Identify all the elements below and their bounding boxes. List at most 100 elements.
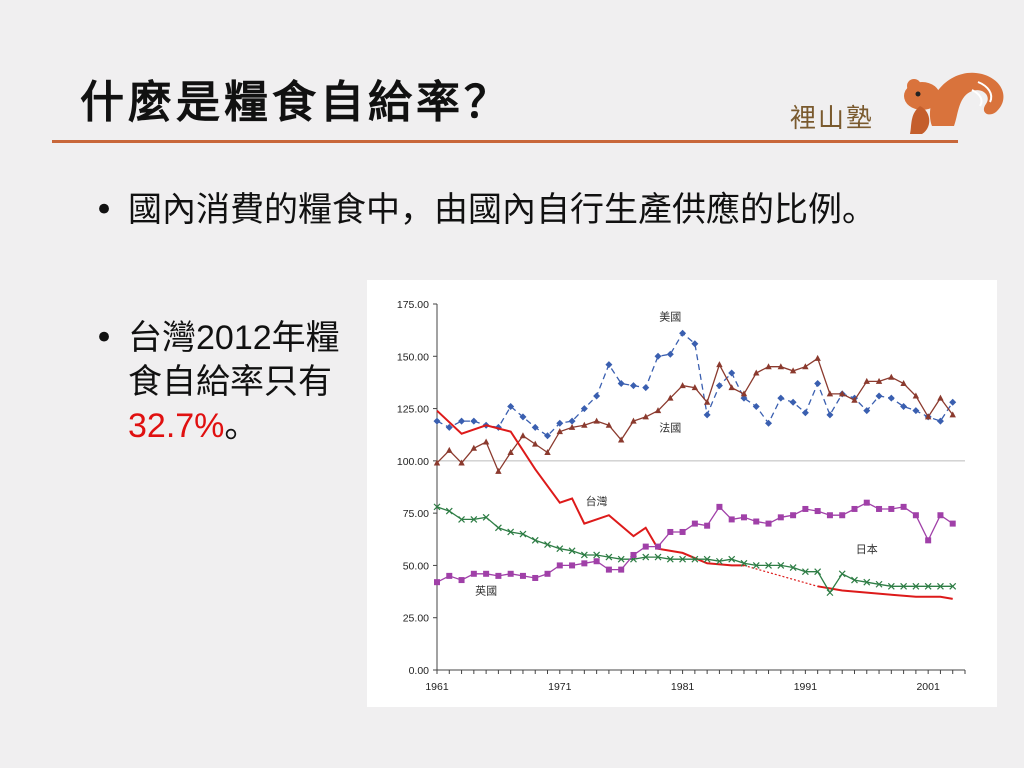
data-point xyxy=(532,440,539,447)
data-point xyxy=(495,467,502,474)
data-point xyxy=(556,562,563,569)
data-point xyxy=(483,570,490,577)
data-point xyxy=(740,390,748,397)
data-point xyxy=(765,419,773,427)
data-point xyxy=(949,582,957,590)
data-point xyxy=(900,582,908,590)
data-point xyxy=(434,579,440,586)
data-point xyxy=(900,402,908,410)
data-point xyxy=(580,405,588,413)
data-point xyxy=(531,536,539,544)
data-point xyxy=(924,582,932,590)
data-point xyxy=(801,409,809,417)
data-point xyxy=(679,555,687,563)
data-point xyxy=(458,577,465,584)
data-point xyxy=(666,555,674,563)
series-line xyxy=(436,409,744,567)
data-point xyxy=(765,363,772,370)
data-point xyxy=(605,361,613,369)
data-point xyxy=(679,329,687,337)
data-point xyxy=(900,503,907,510)
bullet-marker: • xyxy=(94,190,115,230)
data-point xyxy=(519,530,527,538)
data-point xyxy=(789,398,797,406)
data-point xyxy=(703,555,711,563)
y-tick-label: 125.00 xyxy=(397,404,429,416)
self-sufficiency-chart: 0.00 25.00 50.00 75.00 100.00 125.00 150.00 175… xyxy=(367,280,997,707)
slide-title: 什麼是糧食自給率？ xyxy=(80,77,512,128)
data-point xyxy=(630,551,637,558)
data-point xyxy=(863,578,871,586)
data-point xyxy=(936,417,944,425)
data-point xyxy=(494,524,502,532)
data-point xyxy=(728,516,735,523)
data-point xyxy=(519,413,527,421)
data-point xyxy=(839,512,846,519)
y-tick-label: 100.00 xyxy=(397,456,429,468)
data-point xyxy=(765,562,772,569)
data-point xyxy=(642,553,650,561)
data-point xyxy=(814,379,822,387)
data-point xyxy=(654,553,662,561)
data-point xyxy=(556,419,564,427)
data-point xyxy=(507,528,515,536)
data-point xyxy=(875,580,883,588)
data-point xyxy=(937,582,944,590)
data-point xyxy=(654,352,662,360)
data-point xyxy=(826,589,834,597)
data-point xyxy=(617,436,625,443)
data-point xyxy=(691,340,699,348)
data-point xyxy=(888,505,895,512)
data-point xyxy=(703,398,711,405)
y-tick-label: 75.00 xyxy=(403,508,429,520)
series-annotation: 美國 xyxy=(659,311,681,324)
data-point xyxy=(581,560,588,567)
data-point xyxy=(629,382,637,390)
x-tick-label: 1971 xyxy=(548,681,572,693)
data-point xyxy=(851,505,858,512)
data-point xyxy=(875,377,883,384)
data-point xyxy=(507,448,514,455)
data-point xyxy=(777,363,785,370)
data-point xyxy=(618,566,625,573)
data-point xyxy=(470,515,478,523)
data-point xyxy=(544,570,551,577)
data-point xyxy=(826,390,834,397)
data-point xyxy=(703,411,711,419)
data-point xyxy=(790,512,797,519)
bullet-text-post: 。 xyxy=(224,406,259,446)
data-point xyxy=(691,520,698,527)
data-point xyxy=(716,503,723,510)
data-point xyxy=(544,448,551,455)
title-underline xyxy=(52,140,958,143)
data-point xyxy=(655,543,662,550)
data-point xyxy=(691,384,699,391)
data-point xyxy=(470,417,478,425)
data-point xyxy=(617,379,625,387)
series-annotation: 日本 xyxy=(856,542,878,556)
data-point xyxy=(433,417,441,425)
data-point xyxy=(765,520,772,527)
data-point xyxy=(925,537,932,544)
data-point xyxy=(716,361,723,368)
bullet-text-pre: 台灣 xyxy=(128,318,196,358)
data-point xyxy=(519,432,527,439)
series-line xyxy=(436,357,954,473)
data-point xyxy=(900,379,907,386)
data-point xyxy=(691,555,699,563)
data-point xyxy=(715,382,723,390)
data-point xyxy=(544,432,552,440)
data-point xyxy=(679,528,686,535)
data-point xyxy=(531,423,539,431)
data-point xyxy=(544,541,551,548)
data-point xyxy=(704,522,711,529)
logo-text: 裡山塾 xyxy=(790,104,875,134)
y-tick-label: 50.00 xyxy=(403,560,429,572)
data-point xyxy=(777,394,785,402)
data-point xyxy=(495,572,502,579)
data-point xyxy=(482,513,490,521)
data-point xyxy=(912,512,919,519)
data-point xyxy=(433,503,441,511)
data-point xyxy=(753,369,760,376)
data-point xyxy=(581,421,588,428)
